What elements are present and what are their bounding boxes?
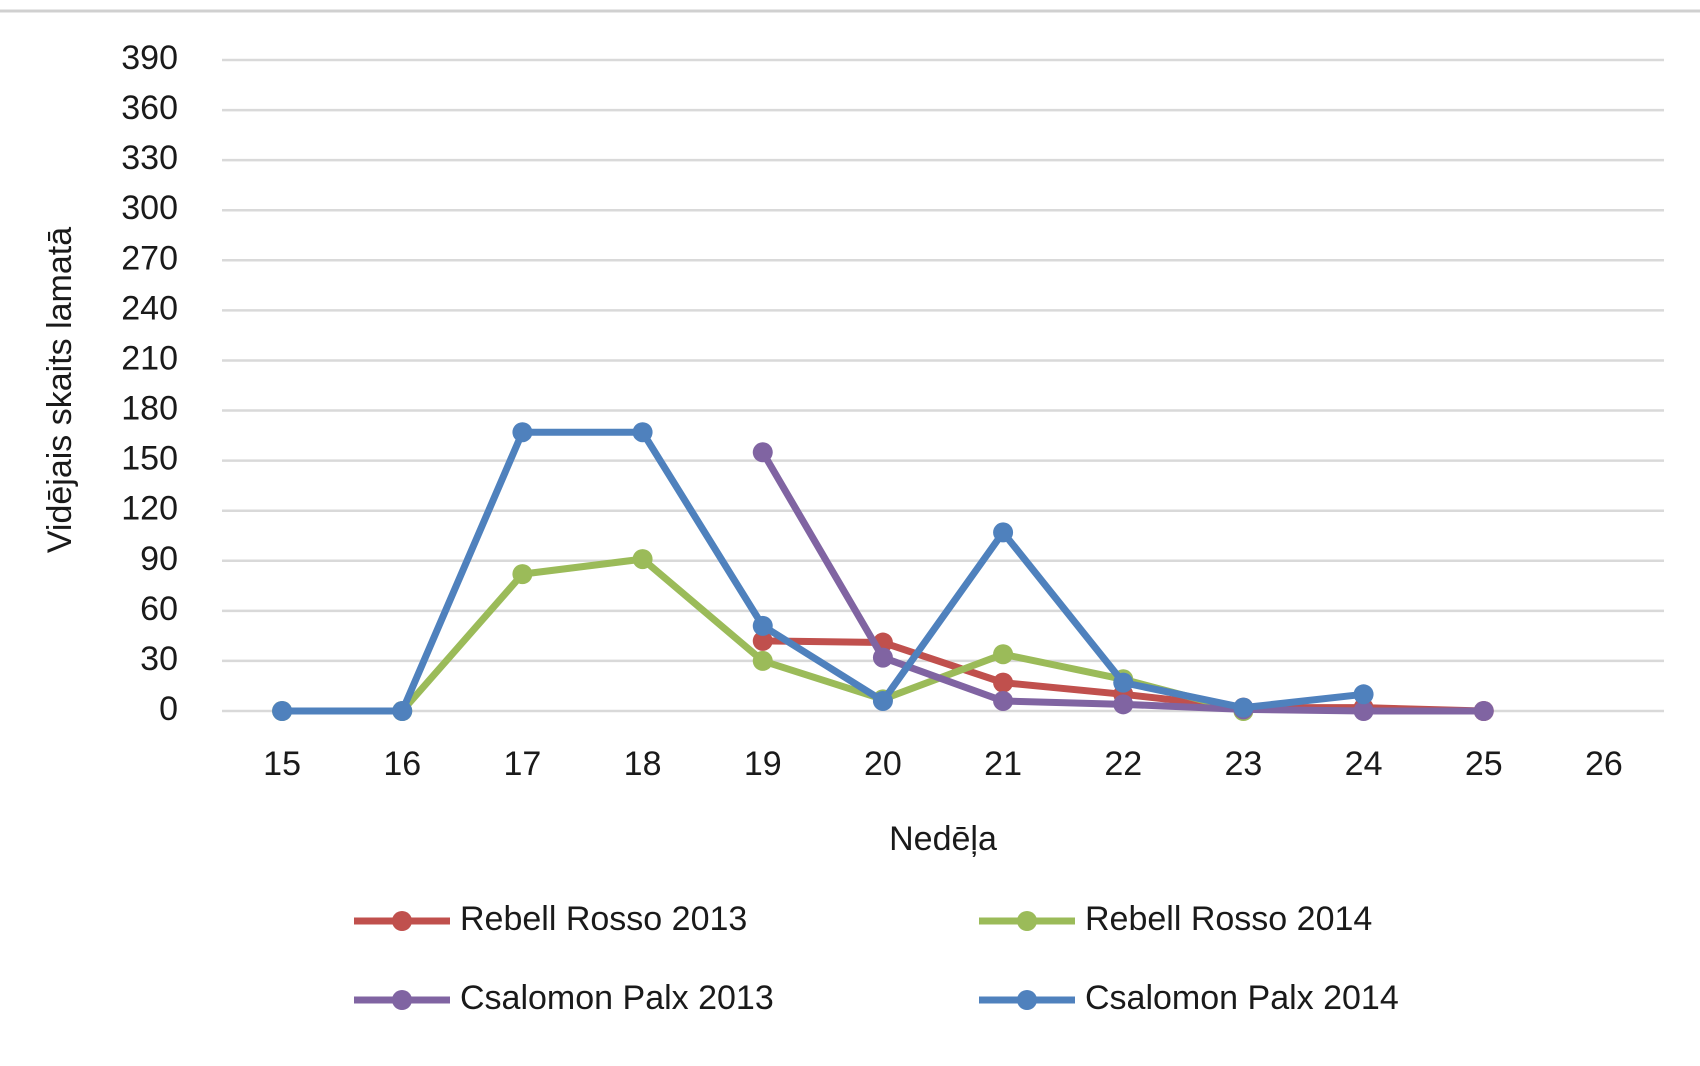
marker — [993, 644, 1014, 665]
y-tick-label: 300 — [121, 189, 178, 227]
marker — [512, 564, 533, 585]
marker — [993, 690, 1014, 711]
marker — [272, 701, 293, 721]
marker — [993, 522, 1014, 543]
legend-label: Csalomon Palx 2013 — [460, 979, 774, 1017]
marker — [1233, 697, 1254, 718]
x-tick-label: 18 — [624, 745, 662, 783]
x-tick-label: 26 — [1585, 745, 1623, 783]
legend-marker — [1017, 990, 1037, 1010]
legend-label: Rebell Rosso 2014 — [1085, 900, 1372, 938]
x-axis-title: Nedēļa — [889, 820, 997, 858]
y-tick-label: 270 — [121, 239, 178, 277]
y-tick-label: 180 — [121, 390, 178, 428]
y-tick-label: 0 — [159, 690, 178, 728]
marker — [392, 701, 413, 721]
x-tick-label: 16 — [383, 745, 421, 783]
y-tick-label: 330 — [121, 139, 178, 177]
x-tick-label: 23 — [1225, 745, 1263, 783]
y-tick-label: 360 — [121, 89, 178, 127]
y-tick-label: 60 — [140, 590, 178, 628]
marker — [872, 690, 893, 711]
legend-marker — [1017, 911, 1037, 931]
y-tick-label: 120 — [121, 490, 178, 528]
y-axis-title: Vidējais skaits lamatā — [41, 227, 79, 553]
marker — [1113, 672, 1134, 693]
marker — [632, 549, 653, 570]
y-tick-label: 390 — [121, 39, 178, 77]
marker — [872, 647, 893, 668]
x-tick-label: 25 — [1465, 745, 1503, 783]
x-tick-label: 19 — [744, 745, 782, 783]
legend-marker — [392, 990, 412, 1010]
marker — [752, 615, 773, 636]
y-tick-label: 150 — [121, 440, 178, 478]
marker — [512, 422, 533, 443]
marker — [1113, 694, 1134, 715]
y-tick-label: 240 — [121, 289, 178, 327]
legend-label: Csalomon Palx 2014 — [1085, 979, 1399, 1017]
marker — [1353, 701, 1374, 721]
y-tick-label: 210 — [121, 339, 178, 377]
x-tick-label: 22 — [1104, 745, 1142, 783]
y-tick-label: 30 — [140, 640, 178, 678]
marker — [1353, 684, 1374, 705]
x-tick-label: 24 — [1345, 745, 1383, 783]
y-tick-label: 90 — [140, 540, 178, 578]
x-tick-label: 20 — [864, 745, 902, 783]
x-tick-label: 21 — [984, 745, 1022, 783]
marker — [993, 672, 1014, 693]
legend-marker — [392, 911, 412, 931]
x-tick-label: 17 — [504, 745, 542, 783]
marker — [752, 442, 773, 463]
series-line — [282, 428, 1364, 715]
legend-label: Rebell Rosso 2013 — [460, 900, 747, 938]
marker — [1473, 701, 1494, 721]
marker — [752, 650, 773, 671]
marker — [752, 630, 773, 651]
x-tick-label: 15 — [263, 745, 301, 783]
marker — [632, 422, 653, 443]
